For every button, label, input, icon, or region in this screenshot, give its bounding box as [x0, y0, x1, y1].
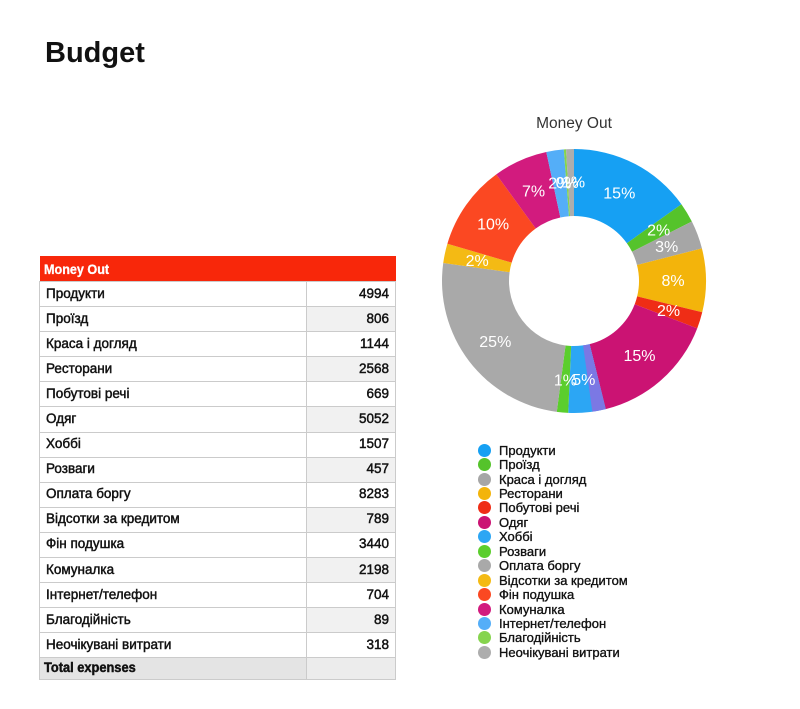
- svg-text:5%: 5%: [572, 372, 595, 389]
- svg-text:1%: 1%: [554, 372, 577, 389]
- svg-text:2%: 2%: [657, 303, 680, 320]
- svg-text:15%: 15%: [623, 348, 655, 365]
- svg-text:2%: 2%: [647, 223, 670, 240]
- svg-text:8%: 8%: [661, 273, 684, 290]
- svg-text:0%: 0%: [556, 175, 579, 192]
- svg-text:7%: 7%: [522, 183, 545, 200]
- svg-text:10%: 10%: [477, 217, 509, 234]
- svg-text:15%: 15%: [603, 186, 635, 203]
- svg-text:1%: 1%: [562, 175, 585, 192]
- svg-text:25%: 25%: [479, 334, 511, 351]
- svg-text:2%: 2%: [466, 253, 489, 270]
- svg-text:2%: 2%: [548, 176, 571, 193]
- svg-text:3%: 3%: [655, 239, 678, 256]
